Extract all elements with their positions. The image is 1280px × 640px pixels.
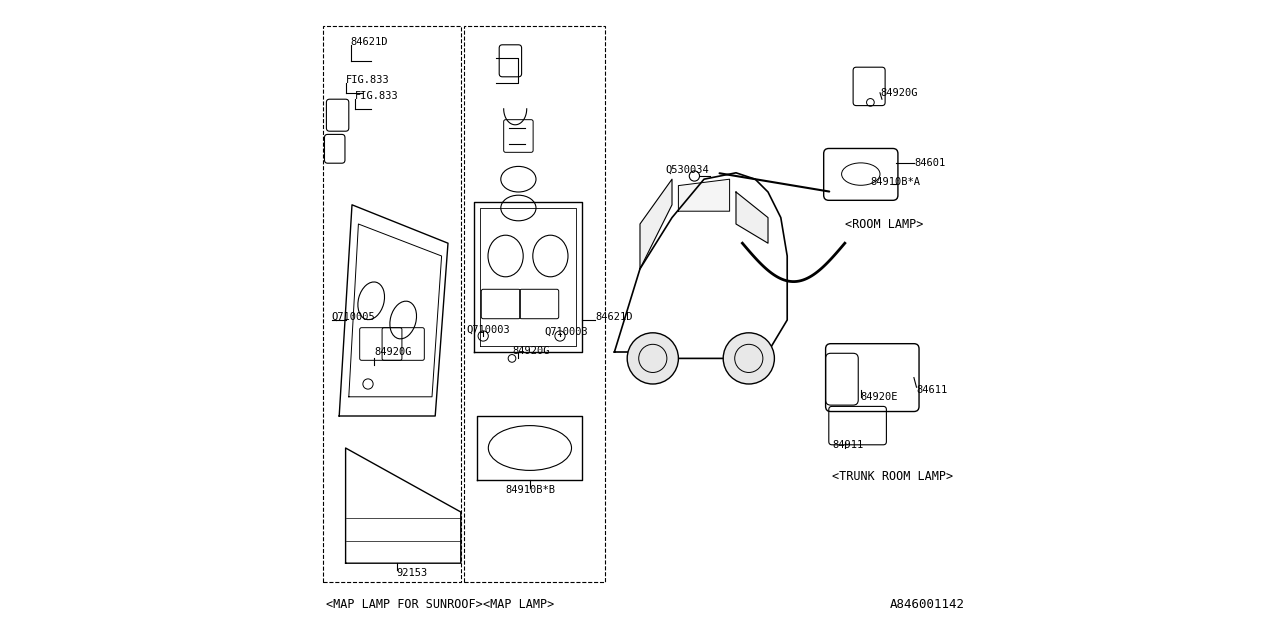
Text: 84911: 84911 bbox=[832, 440, 863, 450]
Text: 84920E: 84920E bbox=[860, 392, 899, 402]
Text: FIG.833: FIG.833 bbox=[346, 75, 389, 85]
Text: Q710003: Q710003 bbox=[466, 324, 509, 335]
Polygon shape bbox=[736, 192, 768, 243]
Text: 84601: 84601 bbox=[914, 158, 945, 168]
Text: FIG.833: FIG.833 bbox=[356, 91, 399, 101]
Text: A846001142: A846001142 bbox=[890, 598, 965, 611]
Text: 84920G: 84920G bbox=[881, 88, 918, 98]
Polygon shape bbox=[640, 179, 672, 269]
Text: <MAP LAMP FOR SUNROOF>: <MAP LAMP FOR SUNROOF> bbox=[326, 598, 483, 611]
Text: 84920G: 84920G bbox=[512, 346, 549, 356]
Text: 84621D: 84621D bbox=[351, 36, 388, 47]
Bar bbox=[323, 26, 461, 582]
Text: 84611: 84611 bbox=[916, 385, 947, 396]
Text: 84621D: 84621D bbox=[595, 312, 632, 322]
Text: 92153: 92153 bbox=[397, 568, 428, 578]
Text: Q710005: Q710005 bbox=[332, 312, 375, 322]
Text: <TRUNK ROOM LAMP>: <TRUNK ROOM LAMP> bbox=[832, 470, 954, 483]
Circle shape bbox=[723, 333, 774, 384]
Text: <MAP LAMP>: <MAP LAMP> bbox=[484, 598, 554, 611]
Bar bbox=[465, 26, 604, 582]
Text: 84910B*A: 84910B*A bbox=[870, 177, 920, 188]
Polygon shape bbox=[678, 179, 730, 211]
Text: <ROOM LAMP>: <ROOM LAMP> bbox=[845, 218, 923, 230]
Text: 84910B*B: 84910B*B bbox=[506, 484, 556, 495]
Text: 84920G: 84920G bbox=[374, 347, 412, 357]
Circle shape bbox=[627, 333, 678, 384]
Text: Q530034: Q530034 bbox=[666, 164, 709, 175]
Text: Q710003: Q710003 bbox=[544, 326, 588, 337]
